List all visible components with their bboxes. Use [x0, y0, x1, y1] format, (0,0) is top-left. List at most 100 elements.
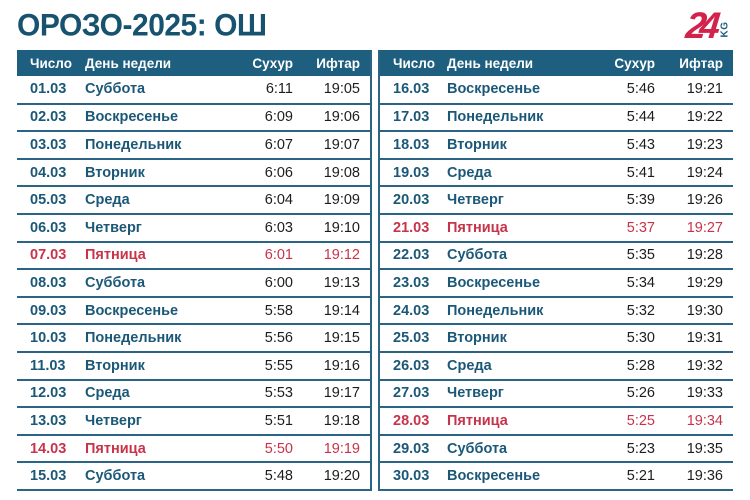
suhur-cell: 5:35: [593, 241, 661, 271]
suhur-cell: 5:32: [593, 296, 661, 326]
date-cell: 13.03: [17, 407, 79, 436]
suhur-cell: 6:03: [231, 213, 299, 243]
table-row: 14.03 Пятница 5:50 19:19: [17, 434, 371, 464]
date-cell: 07.03: [17, 241, 79, 271]
suhur-cell: 5:58: [231, 296, 299, 326]
column-header-suhur: Сухур: [593, 50, 661, 76]
date-cell: 12.03: [17, 379, 79, 409]
day-cell: Четверг: [441, 379, 593, 409]
table-row: 12.03 Среда 5:53 19:17: [17, 379, 371, 409]
suhur-cell: 5:51: [231, 407, 299, 436]
suhur-cell: 5:23: [593, 434, 661, 464]
day-cell: Воскресенье: [441, 462, 593, 491]
date-cell: 15.03: [17, 462, 79, 491]
column-header-day: День недели: [441, 50, 593, 76]
iftar-cell: 19:31: [661, 324, 733, 353]
date-cell: 20.03: [379, 186, 441, 215]
suhur-cell: 5:34: [593, 269, 661, 298]
iftar-cell: 19:35: [661, 434, 733, 464]
schedule-table-second-half: Число День недели Сухур Ифтар 16.03 Воскр…: [378, 50, 733, 491]
suhur-cell: 5:26: [593, 379, 661, 409]
date-cell: 26.03: [379, 351, 441, 381]
day-cell: Понедельник: [441, 103, 593, 133]
day-cell: Воскресенье: [79, 103, 231, 133]
suhur-cell: 5:53: [231, 379, 299, 409]
iftar-cell: 19:08: [299, 158, 371, 188]
table-row: 10.03 Понедельник 5:56 19:15: [17, 324, 371, 353]
iftar-cell: 19:29: [661, 269, 733, 298]
suhur-cell: 6:00: [231, 269, 299, 298]
suhur-cell: 5:43: [593, 131, 661, 160]
suhur-cell: 6:06: [231, 158, 299, 188]
table-row: 17.03 Понедельник 5:44 19:22: [379, 103, 733, 133]
table-body-first-half: 01.03 Суббота 6:11 19:05 02.03 Воскресенье 6:0…: [17, 76, 371, 491]
table-row: 27.03 Четверг 5:26 19:33: [379, 379, 733, 409]
table-row: 22.03 Суббота 5:35 19:28: [379, 241, 733, 271]
table-row: 19.03 Среда 5:41 19:24: [379, 158, 733, 188]
column-header-iftar: Ифтар: [661, 50, 733, 76]
iftar-cell: 19:30: [661, 296, 733, 326]
date-cell: 14.03: [17, 434, 79, 464]
table-row: 21.03 Пятница 5:37 19:27: [379, 213, 733, 243]
day-cell: Четверг: [79, 407, 231, 436]
date-cell: 16.03: [379, 76, 441, 105]
iftar-cell: 19:28: [661, 241, 733, 271]
date-cell: 22.03: [379, 241, 441, 271]
iftar-cell: 19:34: [661, 407, 733, 436]
suhur-cell: 5:28: [593, 351, 661, 381]
iftar-cell: 19:23: [661, 131, 733, 160]
table-body-second-half: 16.03 Воскресенье 5:46 19:21 17.03 Понедельни…: [379, 76, 733, 491]
day-cell: Среда: [79, 379, 231, 409]
table-row: 26.03 Среда 5:28 19:32: [379, 351, 733, 381]
logo-24-icon: 24: [683, 5, 716, 46]
table-row: 29.03 Суббота 5:23 19:35: [379, 434, 733, 464]
date-cell: 08.03: [17, 269, 79, 298]
iftar-cell: 19:33: [661, 379, 733, 409]
day-cell: Пятница: [79, 241, 231, 271]
table-row: 23.03 Воскресенье 5:34 19:29: [379, 269, 733, 298]
day-cell: Воскресенье: [441, 76, 593, 105]
date-cell: 17.03: [379, 103, 441, 133]
suhur-cell: 5:48: [231, 462, 299, 491]
date-cell: 19.03: [379, 158, 441, 188]
day-cell: Вторник: [441, 131, 593, 160]
date-cell: 30.03: [379, 462, 441, 491]
suhur-cell: 5:41: [593, 158, 661, 188]
iftar-cell: 19:15: [299, 324, 371, 353]
iftar-cell: 19:13: [299, 269, 371, 298]
day-cell: Суббота: [441, 434, 593, 464]
column-header-day: День недели: [79, 50, 231, 76]
day-cell: Понедельник: [79, 131, 231, 160]
day-cell: Суббота: [79, 269, 231, 298]
iftar-cell: 19:36: [661, 462, 733, 491]
suhur-cell: 6:01: [231, 241, 299, 271]
date-cell: 27.03: [379, 379, 441, 409]
table-row: 24.03 Понедельник 5:32 19:30: [379, 296, 733, 326]
logo-24kg: 24 KG: [683, 5, 733, 46]
column-header-date: Число: [17, 50, 79, 76]
table-row: 08.03 Суббота 6:00 19:13: [17, 269, 371, 298]
day-cell: Вторник: [441, 324, 593, 353]
table-row: 13.03 Четверг 5:51 19:18: [17, 407, 371, 436]
iftar-cell: 19:24: [661, 158, 733, 188]
iftar-cell: 19:07: [299, 131, 371, 160]
iftar-cell: 19:10: [299, 213, 371, 243]
day-cell: Воскресенье: [79, 296, 231, 326]
date-cell: 18.03: [379, 131, 441, 160]
iftar-cell: 19:22: [661, 103, 733, 133]
iftar-cell: 19:17: [299, 379, 371, 409]
iftar-cell: 19:18: [299, 407, 371, 436]
suhur-cell: 5:56: [231, 324, 299, 353]
day-cell: Среда: [441, 158, 593, 188]
date-cell: 29.03: [379, 434, 441, 464]
day-cell: Вторник: [79, 158, 231, 188]
table-row: 02.03 Воскресенье 6:09 19:06: [17, 103, 371, 133]
schedule-table-first-half: Число День недели Сухур Ифтар 01.03 Суббо…: [17, 50, 372, 491]
suhur-cell: 5:21: [593, 462, 661, 491]
suhur-cell: 6:04: [231, 186, 299, 215]
logo-kg-label: KG: [719, 21, 731, 38]
iftar-cell: 19:26: [661, 186, 733, 215]
table-row: 20.03 Четверг 5:39 19:26: [379, 186, 733, 215]
table-row: 25.03 Вторник 5:30 19:31: [379, 324, 733, 353]
column-header-suhur: Сухур: [231, 50, 299, 76]
